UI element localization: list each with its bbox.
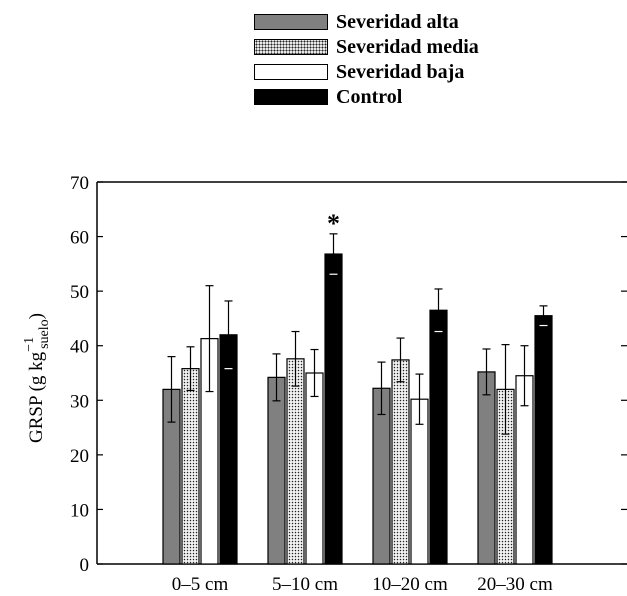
legend-item-severidad-alta: Severidad alta [254,10,479,34]
y-axis-title-main: GRSP (g kg [26,351,47,443]
legend-swatch-severidad-media [254,39,328,55]
bar [181,368,200,565]
x-tick-labels: 0–5 cm 5–10 cm 10–20 cm 20–30 cm [172,574,553,595]
y-axis-title-sup: −1 [22,337,37,352]
legend-swatch-severidad-baja [254,64,328,80]
y-tick-label: 0 [80,555,90,576]
annotations: * [327,209,340,238]
legend-item-control: Control [254,85,479,109]
bar [305,372,324,565]
y-tick-label: 30 [70,391,89,412]
legend-label-severidad-media: Severidad media [336,36,479,58]
legend-label-severidad-baja: Severidad baja [336,61,465,83]
y-tick-label: 20 [70,446,89,467]
y-tick-label: 50 [70,282,89,303]
x-tick-label: 20–30 cm [477,574,553,595]
legend-label-control: Control [336,86,403,108]
x-tick-label: 10–20 cm [372,574,448,595]
y-axis-title: GRSP (g kg−1suelo) [22,313,52,443]
y-tick-label: 10 [70,500,89,521]
y-axis-title-text: GRSP (g kg−1suelo) [22,313,52,443]
bar [267,376,286,565]
y-ticks: 0 10 20 30 40 50 60 70 [70,173,627,576]
legend-item-severidad-media: Severidad media [254,35,479,59]
bar [477,371,496,565]
significance-asterisk: * [327,209,340,238]
chart-legend: Severidad alta Severidad media Severidad… [254,10,479,110]
y-axis-title-sub: suelo [37,319,52,349]
y-tick-label: 70 [70,173,89,194]
bar [324,253,343,565]
bar [391,359,410,565]
y-tick-label: 60 [70,228,89,249]
y-axis-title-close: ) [26,313,47,319]
legend-item-severidad-baja: Severidad baja [254,60,479,84]
bars [162,233,553,565]
bar [534,315,553,565]
bar [429,309,448,565]
legend-swatch-severidad-alta [254,14,328,30]
x-tick-label: 5–10 cm [272,574,338,595]
legend-label-severidad-alta: Severidad alta [336,11,459,33]
x-tick-label: 0–5 cm [172,574,229,595]
bar [286,358,305,565]
legend-swatch-control [254,89,328,105]
y-tick-label: 40 [70,337,89,358]
